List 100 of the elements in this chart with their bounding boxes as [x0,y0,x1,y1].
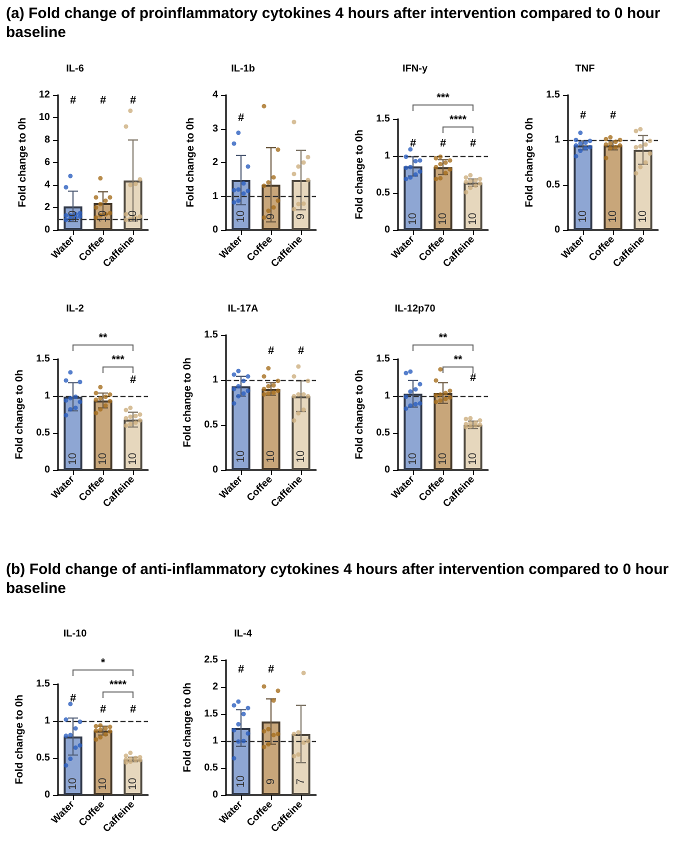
annotation: 10 [127,778,139,790]
y-tick-label: 0.5 [546,180,560,190]
y-tick-label: 4 [44,180,50,190]
y-tick-label: 8 [44,134,50,146]
y-axis-title: Fold change to 0h [14,370,26,460]
annotation: # [268,345,274,358]
bar [232,386,250,470]
chart-title: IL-12p70 [394,304,436,314]
chart-title: IL-17A [228,304,258,314]
bar [124,759,142,795]
annotation: 10 [127,210,139,223]
annotation: # [298,345,304,358]
bar [464,182,482,230]
annotation: 10 [407,212,419,226]
annotation: 10 [637,210,649,223]
annotation: 10 [437,452,449,466]
y-axis-title: Fold change to 0h [524,118,536,208]
bar [404,394,422,470]
bar [262,389,280,470]
y-tick-label: 10 [38,112,50,123]
annotation: # [268,663,274,676]
y-tick-label: 0.5 [376,428,390,438]
annotation: 10 [577,210,589,223]
text: *** [436,92,450,104]
annotation: # [130,704,136,716]
text: ** [98,332,108,344]
annotation: 10 [97,778,109,790]
annotation: 10 [67,778,79,790]
annotation: # [100,704,106,716]
annotation: 10 [97,452,109,466]
y-tick-label: 1.5 [546,90,560,100]
y-axis-title: Fold change to 0h [14,694,26,784]
y-tick-label: 1 [212,374,218,386]
y-tick-label: 3 [212,123,218,134]
bar [64,736,82,795]
annotation: 10 [235,775,247,788]
annotation: 10 [407,452,419,466]
annotation: # [410,137,416,150]
chart-title: IL-2 [66,304,84,314]
y-tick-label: 2 [212,157,218,168]
annotation: # [100,94,106,106]
y-tick-label: 1 [554,134,560,146]
y-tick-label: 0.5 [376,188,390,198]
y-tick-label: 12 [38,90,50,100]
annotation: 9 [265,213,277,220]
chart-title: IL-4 [234,628,252,640]
y-tick-label: 1.5 [376,114,390,124]
y-tick-label: 1 [44,716,50,726]
annotation: # [580,109,586,122]
y-tick-label: 0.5 [204,420,218,430]
annotation: # [238,112,244,124]
text: * [100,657,106,669]
annotation: *** [112,354,126,366]
y-tick-label: 1 [384,390,390,402]
annotation: # [238,663,244,676]
annotation: # [70,94,76,106]
y-tick-label: 0 [554,224,560,236]
y-axis-title: Fold change to 0h [354,130,366,220]
y-axis-title: Fold change to 0h [182,682,194,772]
annotation: # [470,137,476,150]
y-tick-label: 0.5 [36,428,50,438]
annotation: 10 [235,450,247,463]
y-tick-label: 1.5 [204,330,218,340]
bar [434,167,452,230]
y-axis-title: Fold change to 0h [16,118,28,208]
annotation: ** [454,354,463,366]
annotation: 7 [295,778,307,785]
y-tick-label: 0.5 [204,762,218,774]
annotation: 10 [265,450,277,463]
chart-title: IL-6 [66,64,84,74]
y-tick-label: 1.5 [36,354,50,364]
y-tick-label: 1 [212,190,218,202]
annotation: # [130,94,136,106]
chart-title: IFN-y [402,64,428,74]
y-tick-label: 6 [44,157,50,168]
annotation: 9 [295,213,307,220]
bar [434,393,452,470]
y-tick-label: 2 [44,202,50,213]
bar [232,728,250,795]
annotation: 10 [67,210,79,223]
annotation: # [440,137,446,150]
y-tick-label: 1.5 [36,678,50,690]
annotation: # [70,692,76,704]
y-tick-label: 0 [44,224,50,236]
chart-title: IL-10 [63,628,88,640]
y-tick-label: 1.5 [376,354,390,364]
y-tick-label: 1 [212,736,218,746]
annotation: 10 [467,212,479,226]
annotation: 9 [265,778,277,785]
y-tick-label: 1 [44,390,50,402]
bar [292,396,310,470]
y-tick-label: 0.5 [36,752,50,764]
y-tick-label: 1.5 [204,708,218,720]
annotation: **** [109,679,128,691]
y-tick-label: 0 [384,464,390,476]
annotation: 10 [467,452,479,466]
annotation: 10 [295,450,307,463]
bar [94,400,112,470]
annotation: # [470,372,476,384]
y-tick-label: 4 [212,90,218,100]
